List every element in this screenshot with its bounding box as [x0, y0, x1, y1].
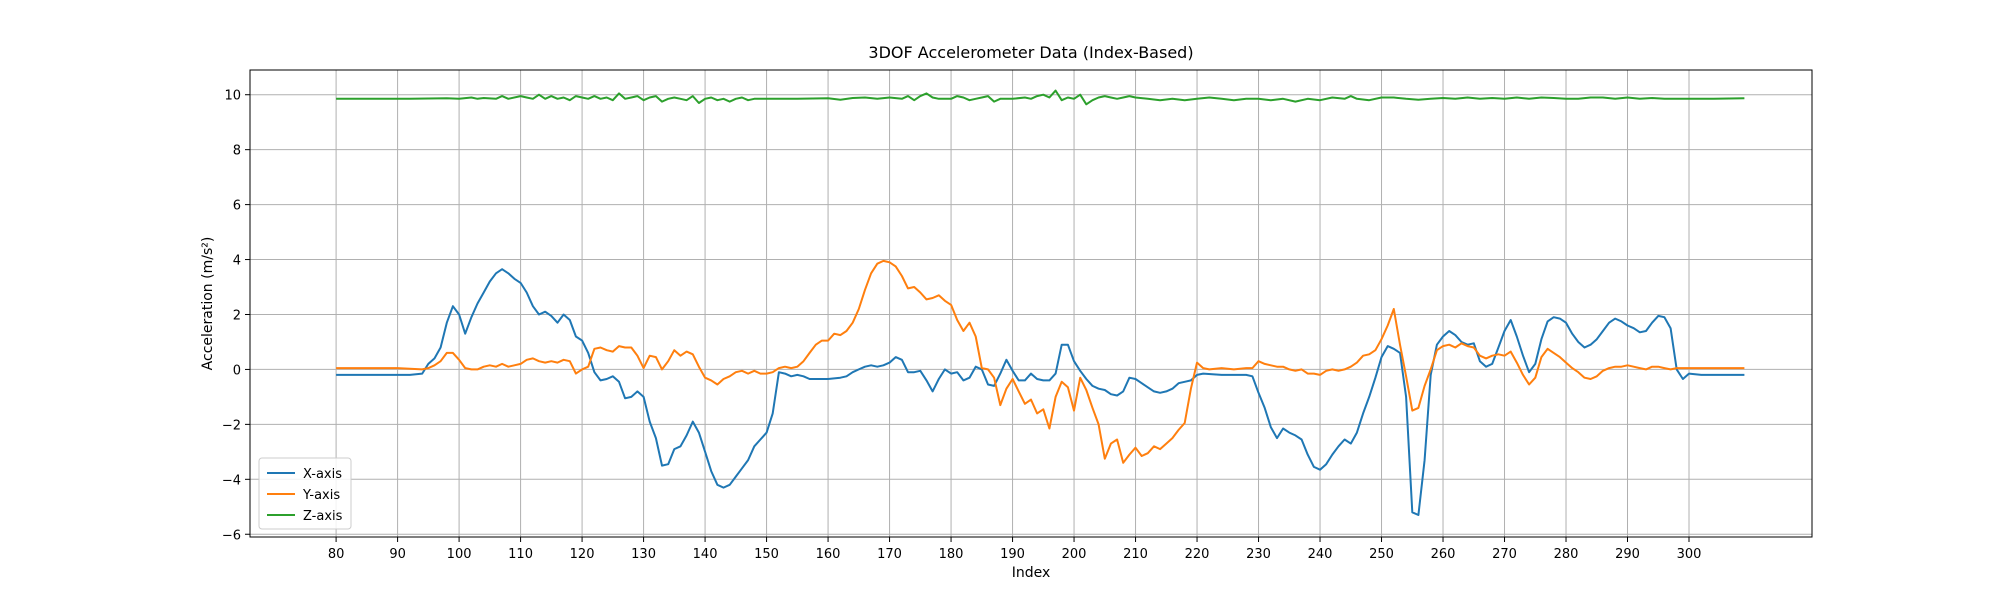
- y-axis-label: Acceleration (m/s²): [200, 237, 216, 371]
- grid: [250, 70, 1812, 537]
- x-tick-label: 140: [693, 547, 718, 562]
- y-tick-label: 8: [233, 144, 241, 159]
- x-axis-label: Index: [1012, 565, 1051, 581]
- x-tick-label: 160: [816, 547, 841, 562]
- x-axis-ticks: 80 90 100 110 120 130 140 150 160 170 180 190 200 210…: [328, 537, 1702, 562]
- chart-title: 3DOF Accelerometer Data (Index-Based): [868, 43, 1193, 62]
- x-tick-label: 250: [1369, 547, 1394, 562]
- legend-box: [258, 457, 352, 530]
- y-tick-label: −2: [222, 418, 241, 433]
- x-tick-label: 100: [447, 547, 472, 562]
- y-tick-label: −6: [222, 528, 241, 543]
- series-line-y-axis: [336, 259, 1745, 464]
- x-tick-label: 240: [1308, 547, 1333, 562]
- y-tick-label: 0: [233, 363, 241, 378]
- x-tick-label: 80: [328, 547, 345, 562]
- y-tick-label: 10: [224, 89, 241, 104]
- y-tick-label: 6: [233, 199, 241, 214]
- axes-frame: [249, 69, 1813, 538]
- y-axis-ticks: −6 −4 −2 0 2 4 6 8 10: [222, 89, 250, 543]
- x-tick-label: 210: [1123, 547, 1148, 562]
- series-lines: [336, 89, 1745, 516]
- legend-entry-label: X-axis: [303, 467, 342, 482]
- y-tick-label: 4: [233, 254, 241, 269]
- x-tick-label: 290: [1615, 547, 1640, 562]
- x-tick-label: 150: [754, 547, 779, 562]
- x-tick-label: 230: [1246, 547, 1271, 562]
- x-tick-label: 170: [877, 547, 902, 562]
- x-tick-label: 90: [389, 547, 406, 562]
- x-tick-label: 260: [1431, 547, 1456, 562]
- x-tick-label: 130: [631, 547, 656, 562]
- x-tick-label: 220: [1185, 547, 1210, 562]
- series-line-z-axis: [336, 89, 1745, 106]
- series-line-x-axis: [336, 268, 1745, 516]
- y-tick-label: −4: [222, 473, 241, 488]
- x-tick-label: 120: [570, 547, 595, 562]
- x-tick-label: 300: [1677, 547, 1702, 562]
- x-tick-label: 280: [1554, 547, 1579, 562]
- x-tick-label: 200: [1062, 547, 1087, 562]
- x-tick-label: 190: [1000, 547, 1025, 562]
- legend: X-axis Y-axis Z-axis: [258, 457, 352, 530]
- y-tick-label: 2: [233, 308, 241, 323]
- x-tick-label: 180: [939, 547, 964, 562]
- legend-entry-label: Z-axis: [303, 509, 343, 524]
- legend-entry-label: Y-axis: [302, 488, 340, 503]
- x-tick-label: 110: [508, 547, 533, 562]
- x-tick-label: 270: [1492, 547, 1517, 562]
